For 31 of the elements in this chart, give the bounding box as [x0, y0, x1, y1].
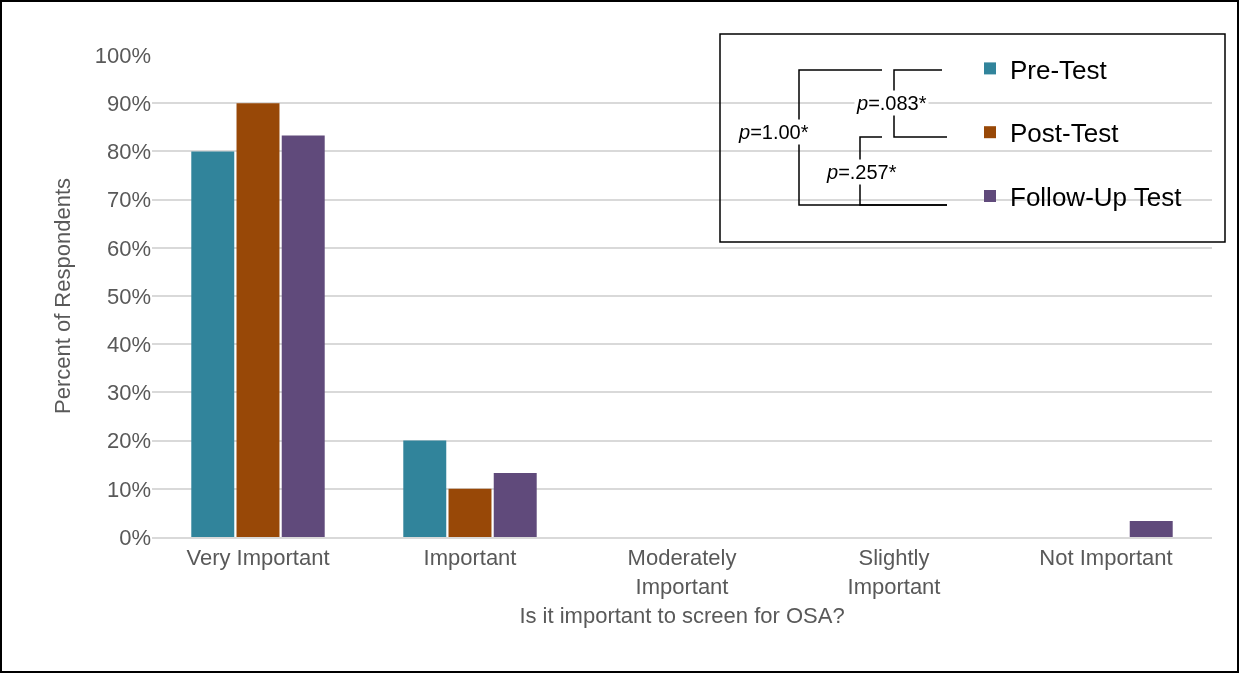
- x-tick-label: Very Important: [186, 545, 330, 571]
- y-tick-label: 40%: [106, 331, 151, 357]
- annotation: p=.083*: [856, 92, 927, 114]
- y-tick-label: 70%: [106, 187, 151, 213]
- y-axis-title: Percent of Respondents: [49, 177, 75, 415]
- y-tick-label: 90%: [106, 90, 151, 116]
- annotation: p=.257*: [826, 161, 897, 183]
- y-tick-label: 100%: [94, 42, 151, 68]
- y-tick-label: 0%: [119, 524, 151, 550]
- bar: [493, 472, 537, 537]
- annotation: p=1.00*: [738, 121, 809, 143]
- bar: [1129, 521, 1173, 537]
- bar: [281, 135, 325, 537]
- x-axis-title: Is it important to screen for OSA?: [519, 603, 845, 629]
- legend-label: Follow-Up Test: [1010, 182, 1183, 213]
- y-tick-label: 30%: [106, 380, 151, 406]
- x-tick-label: Not Important: [1039, 545, 1173, 571]
- bar: [236, 103, 280, 537]
- x-tick-label: Moderately Important: [627, 545, 737, 599]
- y-tick-label: 20%: [106, 428, 151, 454]
- x-tick-label: Slightly Important: [847, 545, 941, 599]
- y-tick-label: 60%: [106, 235, 151, 261]
- bar: [403, 440, 447, 537]
- bar: [191, 151, 235, 537]
- y-tick-label: 80%: [106, 139, 151, 165]
- legend-label: Pre-Test: [1010, 54, 1108, 85]
- legend-label: Post-Test: [1010, 118, 1120, 149]
- bar: [448, 488, 492, 537]
- y-tick-label: 50%: [106, 283, 151, 309]
- y-tick-label: 10%: [106, 476, 151, 502]
- x-tick-label: Important: [423, 545, 517, 571]
